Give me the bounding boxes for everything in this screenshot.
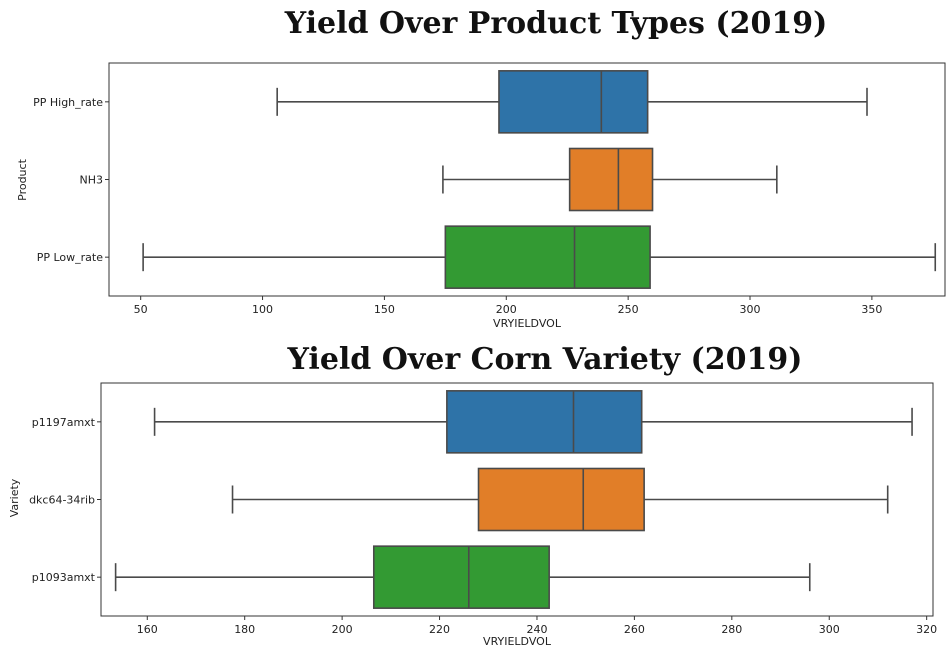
x-tick-label: 50	[134, 303, 148, 316]
x-tick-label: 320	[916, 623, 937, 636]
box-marks	[142, 70, 937, 289]
box-dkc64-34rib	[231, 467, 889, 532]
x-tick-label: 300	[819, 623, 840, 636]
x-tick-label: 200	[496, 303, 517, 316]
x-tick-label: 260	[624, 623, 645, 636]
y-ticks: PP High_rate NH3 PP Low_rate	[33, 96, 109, 264]
x-tick-label: 160	[137, 623, 158, 636]
y-ticks: p1197amxt dkc64-34rib p1093amxt	[29, 416, 101, 584]
y-tick-label: dkc64-34rib	[29, 494, 95, 507]
chart-title: Yield Over Corn Variety (2019)	[287, 342, 803, 377]
iqr-box	[477, 467, 645, 532]
box-p1093amxt	[114, 545, 811, 609]
x-axis-label: VRYIELDVOL	[493, 317, 562, 330]
x-axis-label: VRYIELDVOL	[483, 635, 552, 648]
x-tick-label: 280	[721, 623, 742, 636]
chart-title: Yield Over Product Types (2019)	[284, 6, 828, 41]
iqr-box	[446, 390, 643, 454]
y-tick-label: NH3	[80, 174, 104, 187]
y-tick-label: PP High_rate	[33, 96, 103, 109]
iqr-box	[372, 545, 550, 609]
variety-boxplot: Yield Over Corn Variety (2019) p1197amxt…	[8, 342, 937, 648]
x-tick-label: 350	[861, 303, 882, 316]
x-tick-label: 150	[374, 303, 395, 316]
box-marks	[114, 390, 913, 609]
box-p1197amxt	[153, 390, 913, 454]
iqr-box	[568, 147, 654, 212]
y-axis-label: Product	[16, 158, 29, 200]
x-tick-label: 300	[740, 303, 761, 316]
x-tick-label: 220	[429, 623, 450, 636]
box-PP Low_rate	[142, 225, 937, 289]
y-tick-label: PP Low_rate	[37, 251, 104, 264]
y-axis-label: Variety	[8, 478, 21, 517]
y-tick-label: p1093amxt	[32, 571, 96, 584]
x-ticks: 160 180 200 220 240 260 280 300 320	[137, 616, 937, 636]
x-tick-label: 240	[526, 623, 547, 636]
iqr-box	[444, 225, 651, 289]
x-tick-label: 100	[252, 303, 273, 316]
x-tick-label: 200	[332, 623, 353, 636]
iqr-box	[498, 70, 649, 134]
y-tick-label: p1197amxt	[32, 416, 96, 429]
x-tick-label: 250	[618, 303, 639, 316]
product-boxplot: Yield Over Product Types (2019) PP High_…	[16, 6, 946, 330]
x-ticks: 50 100 150 200 250 300 350	[134, 296, 882, 316]
x-tick-label: 180	[234, 623, 255, 636]
box-NH3	[442, 147, 778, 212]
box-PP High_rate	[276, 70, 868, 134]
